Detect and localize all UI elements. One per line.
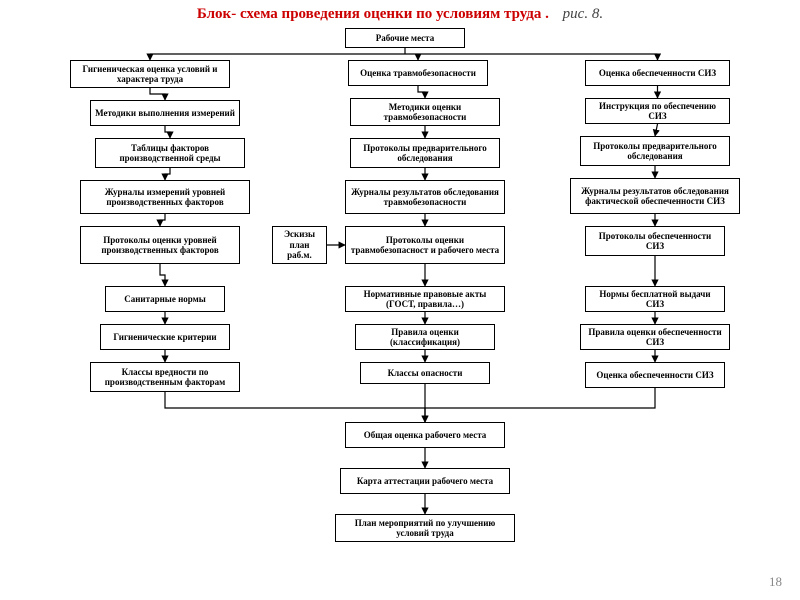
- node-a6: Санитарные нормы: [105, 286, 225, 312]
- node-b4: Журналы результатов обследования травмоб…: [345, 180, 505, 214]
- node-a8: Классы вредности по производственным фак…: [90, 362, 240, 392]
- node-c3: Протоколы предварительного обследования: [580, 136, 730, 166]
- node-a2: Методики выполнения измерений: [90, 100, 240, 126]
- node-root: Рабочие места: [345, 28, 465, 48]
- title-main: Блок- схема проведения оценки по условия…: [197, 6, 549, 22]
- node-c1: Оценка обеспеченности СИЗ: [585, 60, 730, 86]
- node-m1: Общая оценка рабочего места: [345, 422, 505, 448]
- node-c7: Правила оценки обеспеченности СИЗ: [580, 324, 730, 350]
- node-b2: Методики оценки травмобезопасности: [350, 98, 500, 126]
- node-c4: Журналы результатов обследования фактиче…: [570, 178, 740, 214]
- node-b5: Протоколы оценки травмобезопасност и раб…: [345, 226, 505, 264]
- page-number: 18: [769, 574, 782, 590]
- node-e1: Эскизы план раб.м.: [272, 226, 327, 264]
- node-a1: Гигиеническая оценка условий и характера…: [70, 60, 230, 88]
- node-b8: Классы опасности: [360, 362, 490, 384]
- node-b3: Протоколы предварительного обследования: [350, 138, 500, 168]
- node-a4: Журналы измерений уровней производственн…: [80, 180, 250, 214]
- node-c5: Протоколы обеспеченности СИЗ: [585, 226, 725, 256]
- diagram-title: Блок- схема проведения оценки по условия…: [0, 6, 800, 23]
- node-b6: Нормативные правовые акты (ГОСТ, правила…: [345, 286, 505, 312]
- node-c6: Нормы бесплатной выдачи СИЗ: [585, 286, 725, 312]
- node-m2: Карта аттестации рабочего места: [340, 468, 510, 494]
- title-ref: рис. 8.: [563, 6, 603, 22]
- node-a7: Гигиенические критерии: [100, 324, 230, 350]
- node-c8: Оценка обеспеченности СИЗ: [585, 362, 725, 388]
- node-b7: Правила оценки (классификация): [355, 324, 495, 350]
- node-b1: Оценка травмобезопасности: [348, 60, 488, 86]
- node-a3: Таблицы факторов производственной среды: [95, 138, 245, 168]
- node-m3: План мероприятий по улучшению условий тр…: [335, 514, 515, 542]
- node-c2: Инструкция по обеспечению СИЗ: [585, 98, 730, 124]
- node-a5: Протоколы оценки уровней производственны…: [80, 226, 240, 264]
